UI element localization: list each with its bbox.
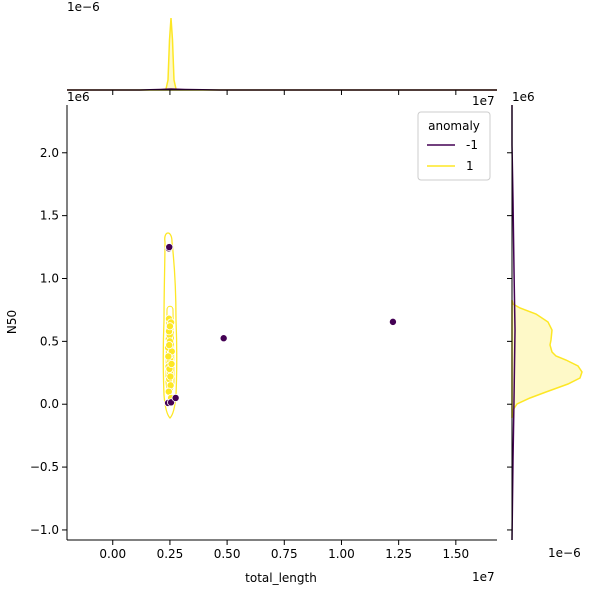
point-anomaly-neg1 bbox=[165, 243, 174, 252]
point-anomaly-1 bbox=[166, 372, 175, 381]
top-marginal-right-label: 1e7 bbox=[472, 94, 495, 108]
x-tick-label: 1.25 bbox=[385, 547, 412, 561]
legend-label-neg1: -1 bbox=[466, 138, 478, 152]
y-tick-label: −1.0 bbox=[30, 523, 59, 537]
y-tick-label: 0.5 bbox=[40, 334, 59, 348]
y-tick-label: 2.0 bbox=[40, 146, 59, 160]
right-marginal-top-label: 1e6 bbox=[512, 90, 535, 104]
y-tick-label: 1.0 bbox=[40, 271, 59, 285]
x-axis-label: total_length bbox=[245, 571, 317, 585]
point-anomaly-neg1 bbox=[388, 317, 397, 326]
y-tick-label: −0.5 bbox=[30, 460, 59, 474]
point-anomaly-neg1 bbox=[171, 393, 180, 402]
legend-title: anomaly bbox=[428, 119, 480, 133]
x-tick-label: 1.00 bbox=[328, 547, 355, 561]
y-axis-label: N50 bbox=[5, 310, 19, 334]
right-marginal-bottom-label: 1e−6 bbox=[548, 546, 581, 560]
point-anomaly-1 bbox=[167, 359, 176, 368]
point-anomaly-1 bbox=[165, 322, 174, 331]
right-marginal: 1e6 1e−6 bbox=[507, 90, 583, 560]
main-plot: 0.00 0.25 0.50 0.75 1.00 1.25 1.50 −1.0 −0.5 0.0… bbox=[5, 90, 497, 585]
point-anomaly-1 bbox=[165, 341, 174, 350]
point-anomaly-neg1 bbox=[219, 334, 228, 343]
x-tick-label: 0.50 bbox=[214, 547, 241, 561]
right-marginal-kde-anomaly-1 bbox=[511, 299, 583, 419]
kde-contour-anomaly-1-inner bbox=[165, 305, 175, 392]
y-tick-label: 1.5 bbox=[40, 209, 59, 223]
x-tick-label: 0.25 bbox=[157, 547, 184, 561]
x-tick-label: 0.00 bbox=[99, 547, 126, 561]
point-anomaly-1 bbox=[164, 352, 173, 361]
x-tick-label: 0.75 bbox=[271, 547, 298, 561]
top-marginal-offset-label: 1e−6 bbox=[67, 0, 100, 14]
x-tick-label: 1.50 bbox=[442, 547, 469, 561]
legend-label-1: 1 bbox=[466, 159, 474, 173]
top-marginal: 1e−6 1e7 bbox=[67, 0, 497, 108]
y-tick-label: 0.0 bbox=[40, 397, 59, 411]
legend: anomaly -1 1 bbox=[417, 111, 491, 181]
main-y-offset-label: 1e6 bbox=[67, 90, 90, 104]
main-x-offset-label: 1e7 bbox=[472, 570, 495, 584]
legend-box bbox=[417, 111, 491, 181]
